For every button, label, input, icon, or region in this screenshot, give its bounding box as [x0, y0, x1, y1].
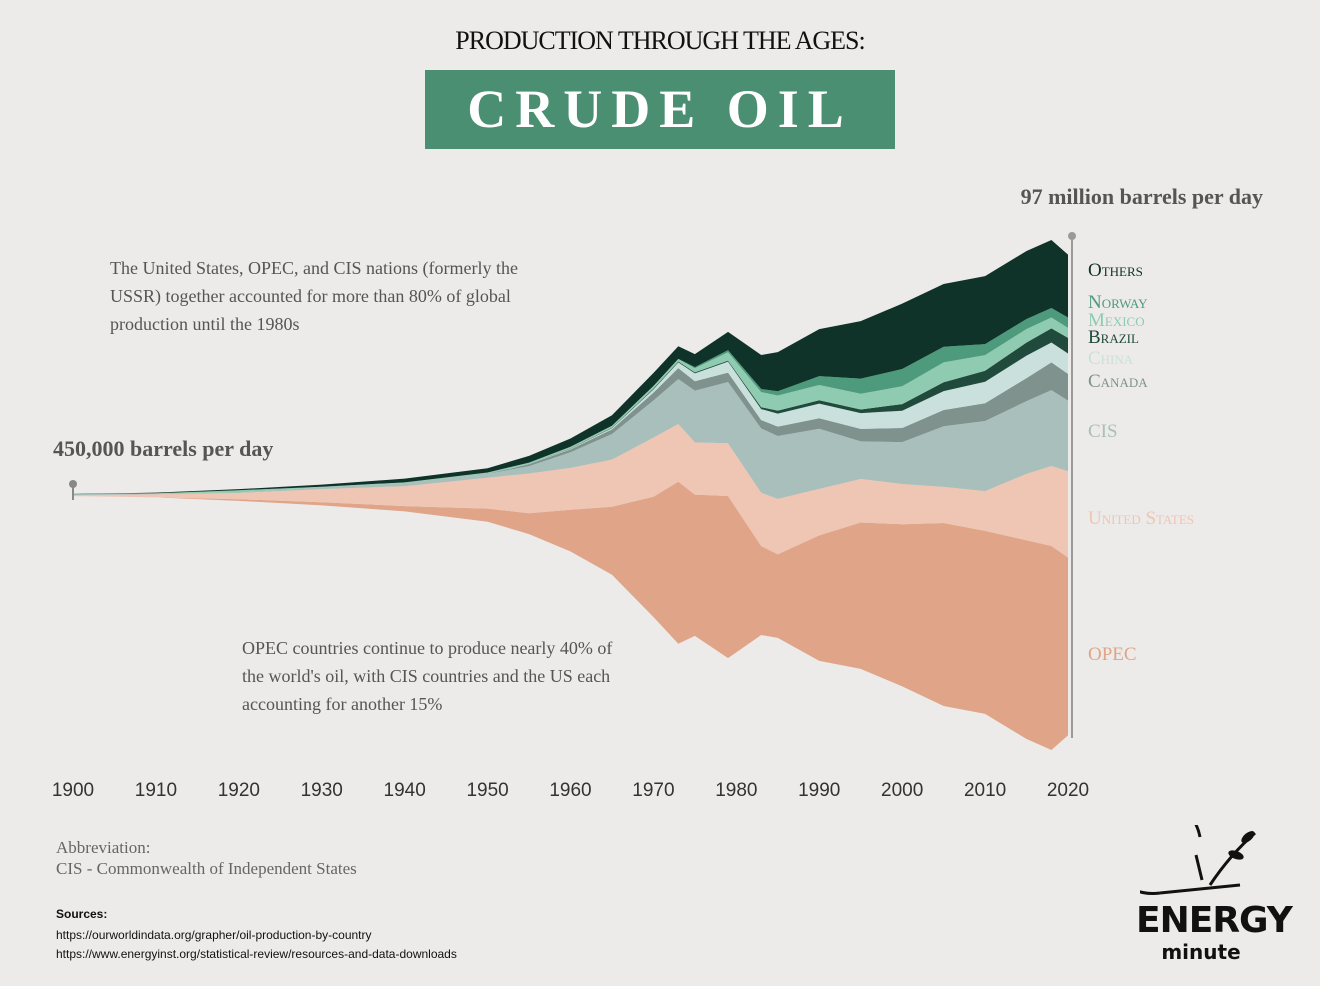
title: CRUDE OIL: [425, 70, 895, 149]
legend-label: Others: [1088, 260, 1143, 281]
source-link: https://www.energyinst.org/statistical-r…: [56, 947, 457, 961]
start-dot: [69, 480, 77, 488]
logo-word: ENERGY: [1136, 900, 1293, 941]
x-tick-label: 1990: [798, 780, 840, 801]
logo-icon: [1140, 825, 1256, 896]
x-tick-label: 2010: [964, 780, 1006, 801]
legend-label: United States: [1088, 508, 1194, 529]
stream-layer: [73, 481, 1068, 750]
legend-label: Brazil: [1088, 327, 1139, 348]
x-tick-label: 2020: [1047, 780, 1089, 801]
legend-label: OPEC: [1088, 644, 1137, 665]
x-tick-label: 1900: [52, 780, 94, 801]
x-tick-label: 1970: [632, 780, 674, 801]
x-tick-label: 1910: [135, 780, 177, 801]
note: OPEC countries continue to produce nearl…: [242, 638, 613, 714]
legend-label: Mexico: [1088, 310, 1145, 331]
legend-label: Norway: [1088, 292, 1148, 313]
end-dot: [1068, 232, 1076, 240]
stream-layer: [73, 424, 1068, 558]
abbrev-text: CIS - Commonwealth of Independent States: [56, 859, 357, 878]
sources-heading: Sources:: [56, 907, 108, 921]
stream-layer: [73, 240, 1068, 495]
kicker: PRODUCTION THROUGH THE AGES:: [455, 26, 865, 55]
start-total: 450,000 barrels per day: [53, 436, 273, 461]
logo-sub: minute: [1161, 940, 1241, 964]
note: The United States, OPEC, and CIS nations…: [110, 258, 518, 334]
legend-label: China: [1088, 348, 1134, 369]
x-tick-label: 1940: [384, 780, 426, 801]
stream-layer: [73, 342, 1068, 495]
end-total: 97 million barrels per day: [1021, 184, 1263, 209]
x-tick-label: 1950: [466, 780, 508, 801]
x-tick-label: 2000: [881, 780, 923, 801]
x-tick-label: 1960: [549, 780, 591, 801]
stream-layer: [73, 328, 1068, 495]
legend-label: CIS: [1088, 421, 1118, 442]
x-tick-label: 1930: [301, 780, 343, 801]
stream-layer: [73, 379, 1068, 499]
abbrev-heading: Abbreviation:: [56, 838, 151, 857]
legend-label: Canada: [1088, 371, 1148, 392]
source-link: https://ourworldindata.org/grapher/oil-p…: [56, 928, 372, 942]
stream-layer: [73, 317, 1068, 495]
x-tick-label: 1980: [715, 780, 757, 801]
x-tick-label: 1920: [218, 780, 260, 801]
